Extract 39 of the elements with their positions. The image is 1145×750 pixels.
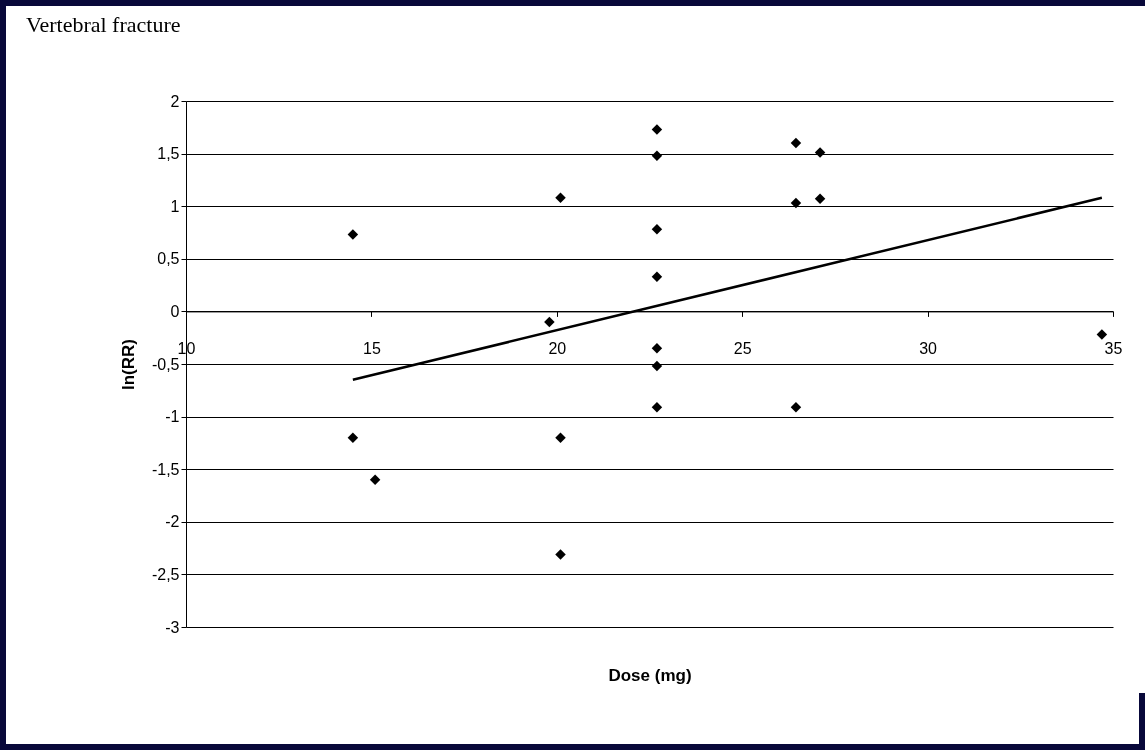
- y-tick-label: 2: [170, 92, 180, 110]
- point: [651, 360, 663, 372]
- x-tick-label: 30: [919, 339, 938, 357]
- point: [651, 224, 663, 235]
- point: [651, 150, 663, 161]
- point: [555, 192, 566, 204]
- point: [651, 124, 663, 135]
- x-tick-label: 25: [733, 339, 752, 357]
- y-tick-label: -1: [165, 408, 180, 426]
- point: [555, 432, 566, 443]
- y-tick-label: 0,5: [157, 250, 180, 268]
- point: [651, 401, 663, 413]
- y-tick-label: -2,5: [151, 565, 180, 583]
- point: [347, 432, 359, 443]
- y-tick-label: -1,5: [151, 460, 180, 478]
- point: [1096, 329, 1108, 340]
- point: [651, 271, 663, 282]
- y-tick-label: 1: [170, 197, 180, 215]
- point: [814, 147, 826, 158]
- y-tick-label: -0,5: [151, 355, 180, 373]
- y-axis-title: ln(RR): [118, 339, 138, 390]
- point: [651, 342, 663, 354]
- point: [544, 316, 555, 328]
- y-tick-label: 0: [170, 302, 180, 320]
- point: [790, 197, 802, 209]
- point: [369, 474, 381, 485]
- point: [814, 193, 826, 205]
- point: [790, 401, 802, 413]
- y-tick-label: -2: [165, 513, 180, 531]
- point: [790, 137, 802, 149]
- x-tick-label: 15: [363, 339, 381, 357]
- x-tick-label: 20: [548, 339, 567, 357]
- y-tick-label: 1,5: [157, 145, 180, 163]
- x-tick-label: 35: [1104, 339, 1123, 357]
- chart-title: Vertebral fracture: [26, 12, 181, 37]
- point: [555, 549, 566, 560]
- y-tick-label: -3: [165, 618, 180, 636]
- point: [347, 229, 359, 240]
- x-axis-title: Dose (mg): [608, 665, 692, 685]
